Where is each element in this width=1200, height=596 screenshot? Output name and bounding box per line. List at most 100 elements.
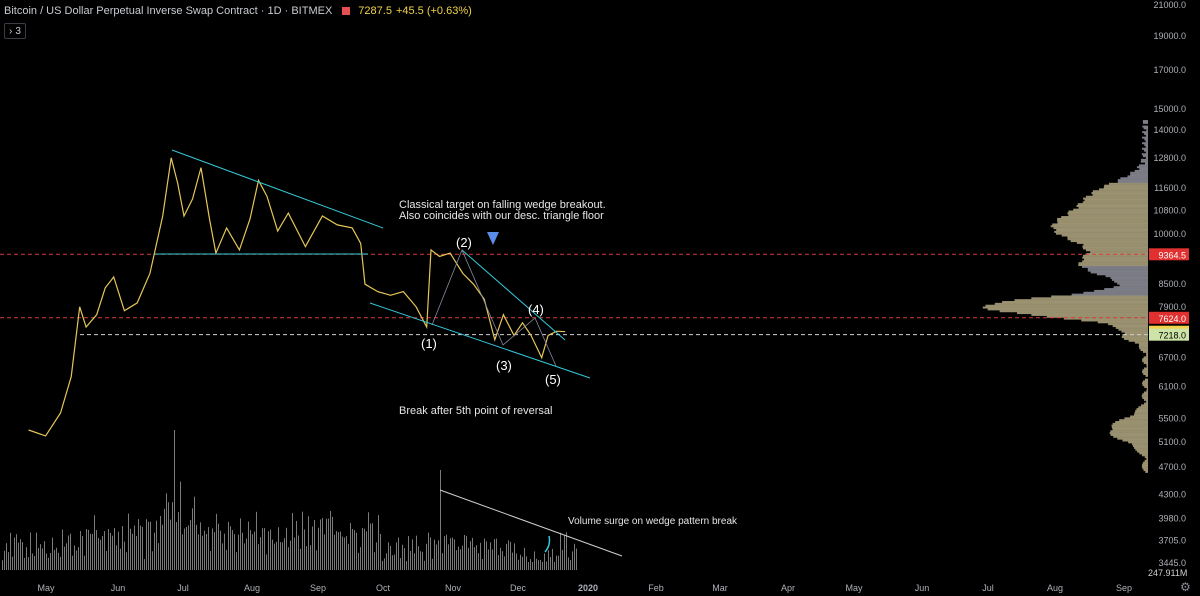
profile-bar [1110, 430, 1148, 433]
profile-bar [1112, 422, 1148, 425]
volume-bar [6, 543, 7, 570]
volume-bar [310, 545, 311, 570]
profile-bar [1091, 192, 1148, 195]
profile-bar [1135, 409, 1148, 412]
volume-bar [372, 523, 373, 570]
volume-bar [260, 537, 261, 570]
profile-bar [1141, 395, 1148, 398]
volume-bar [86, 529, 87, 570]
profile-bar [1086, 252, 1148, 255]
trendline-upper-descending [171, 149, 384, 229]
volume-bar [406, 561, 407, 570]
profile-bar [1144, 138, 1148, 141]
volume-bar [32, 553, 33, 570]
profile-bar [1081, 319, 1148, 322]
y-tick-label: 3705.0 [1158, 536, 1186, 546]
volume-bar [110, 532, 111, 570]
volume-bar [522, 556, 523, 570]
volume-bar [384, 558, 385, 570]
volume-bar [370, 523, 371, 570]
indicators-toggle-button[interactable]: › 3 [4, 23, 26, 39]
volume-bar [324, 534, 325, 570]
volume-bar [258, 544, 259, 570]
volume-bar [556, 555, 557, 570]
volume-bar [10, 532, 11, 570]
profile-bar [982, 306, 1148, 309]
volume-bar [366, 531, 367, 570]
volume-bar [218, 523, 219, 570]
volume-bar [8, 552, 9, 570]
volume-bar [424, 560, 425, 570]
profile-bar [1145, 374, 1148, 377]
y-tick-label: 3445.0 [1158, 558, 1186, 568]
volume-bar [524, 547, 525, 570]
volume-bar [198, 534, 199, 570]
volume-bar [76, 550, 77, 570]
trendline-lower-wedge [369, 302, 591, 379]
volume-bar [212, 528, 213, 570]
volume-bar [354, 530, 355, 570]
volume-bar [264, 528, 265, 570]
profile-bar [1111, 278, 1148, 281]
profile-bar [1143, 356, 1148, 359]
y-tick-label: 4300.0 [1158, 490, 1186, 500]
profile-bar [1144, 459, 1148, 462]
volume-bar [546, 561, 547, 570]
volume-bar [126, 552, 127, 570]
wave-label-5: (5) [545, 372, 561, 387]
volume-bar [78, 547, 79, 570]
volume-bar [410, 550, 411, 570]
volume-bar [308, 516, 309, 570]
volume-bar [422, 551, 423, 570]
gear-icon[interactable]: ⚙ [1180, 580, 1191, 594]
flag-icon [342, 7, 351, 15]
profile-bar [1142, 120, 1148, 123]
volume-bar [116, 545, 117, 570]
volume-bar [154, 532, 155, 570]
profile-bar [1113, 435, 1148, 438]
y-tick-label: 8500.0 [1158, 279, 1186, 289]
x-tick-label: Sep [1116, 583, 1132, 593]
profile-bar [1061, 234, 1148, 237]
indicators-count: 3 [15, 25, 21, 37]
volume-bar [428, 532, 429, 570]
symbol-title[interactable]: Bitcoin / US Dollar Perpetual Inverse Sw… [4, 5, 333, 17]
profile-bar [1053, 227, 1148, 230]
volume-bar [360, 547, 361, 570]
volume-bar [328, 518, 329, 570]
volume-bar [84, 555, 85, 570]
profile-bar [1068, 214, 1148, 217]
volume-bar [88, 529, 89, 570]
profile-bar [1142, 121, 1148, 124]
profile-bar [1052, 223, 1148, 226]
volume-bar [42, 548, 43, 570]
profile-bar [1057, 219, 1148, 222]
profile-bar [1087, 267, 1148, 270]
volume-bar [434, 539, 435, 570]
volume-bar [12, 556, 13, 570]
volume-bar [132, 533, 133, 570]
profile-bar [1138, 343, 1148, 346]
profile-bar [1146, 457, 1148, 460]
annotation-break: Break after 5th point of reversal [399, 405, 552, 417]
profile-bar [1083, 243, 1148, 246]
volume-bar [552, 548, 553, 570]
profile-bar [1084, 199, 1148, 202]
volume-bar [314, 519, 315, 570]
profile-bar [1046, 315, 1148, 318]
volume-bar [64, 546, 65, 570]
profile-bar [1115, 421, 1148, 424]
profile-bar [1145, 134, 1148, 137]
profile-bar [1145, 156, 1148, 159]
profile-bar [1122, 439, 1148, 442]
volume-bar [100, 539, 101, 570]
profile-bar [1115, 326, 1148, 329]
profile-bar [1140, 349, 1148, 352]
volume-bar [530, 559, 531, 570]
profile-bar [1067, 238, 1148, 241]
profile-bar [1055, 232, 1148, 235]
y-tick-label: 5100.0 [1158, 437, 1186, 447]
volume-bar [80, 531, 81, 570]
